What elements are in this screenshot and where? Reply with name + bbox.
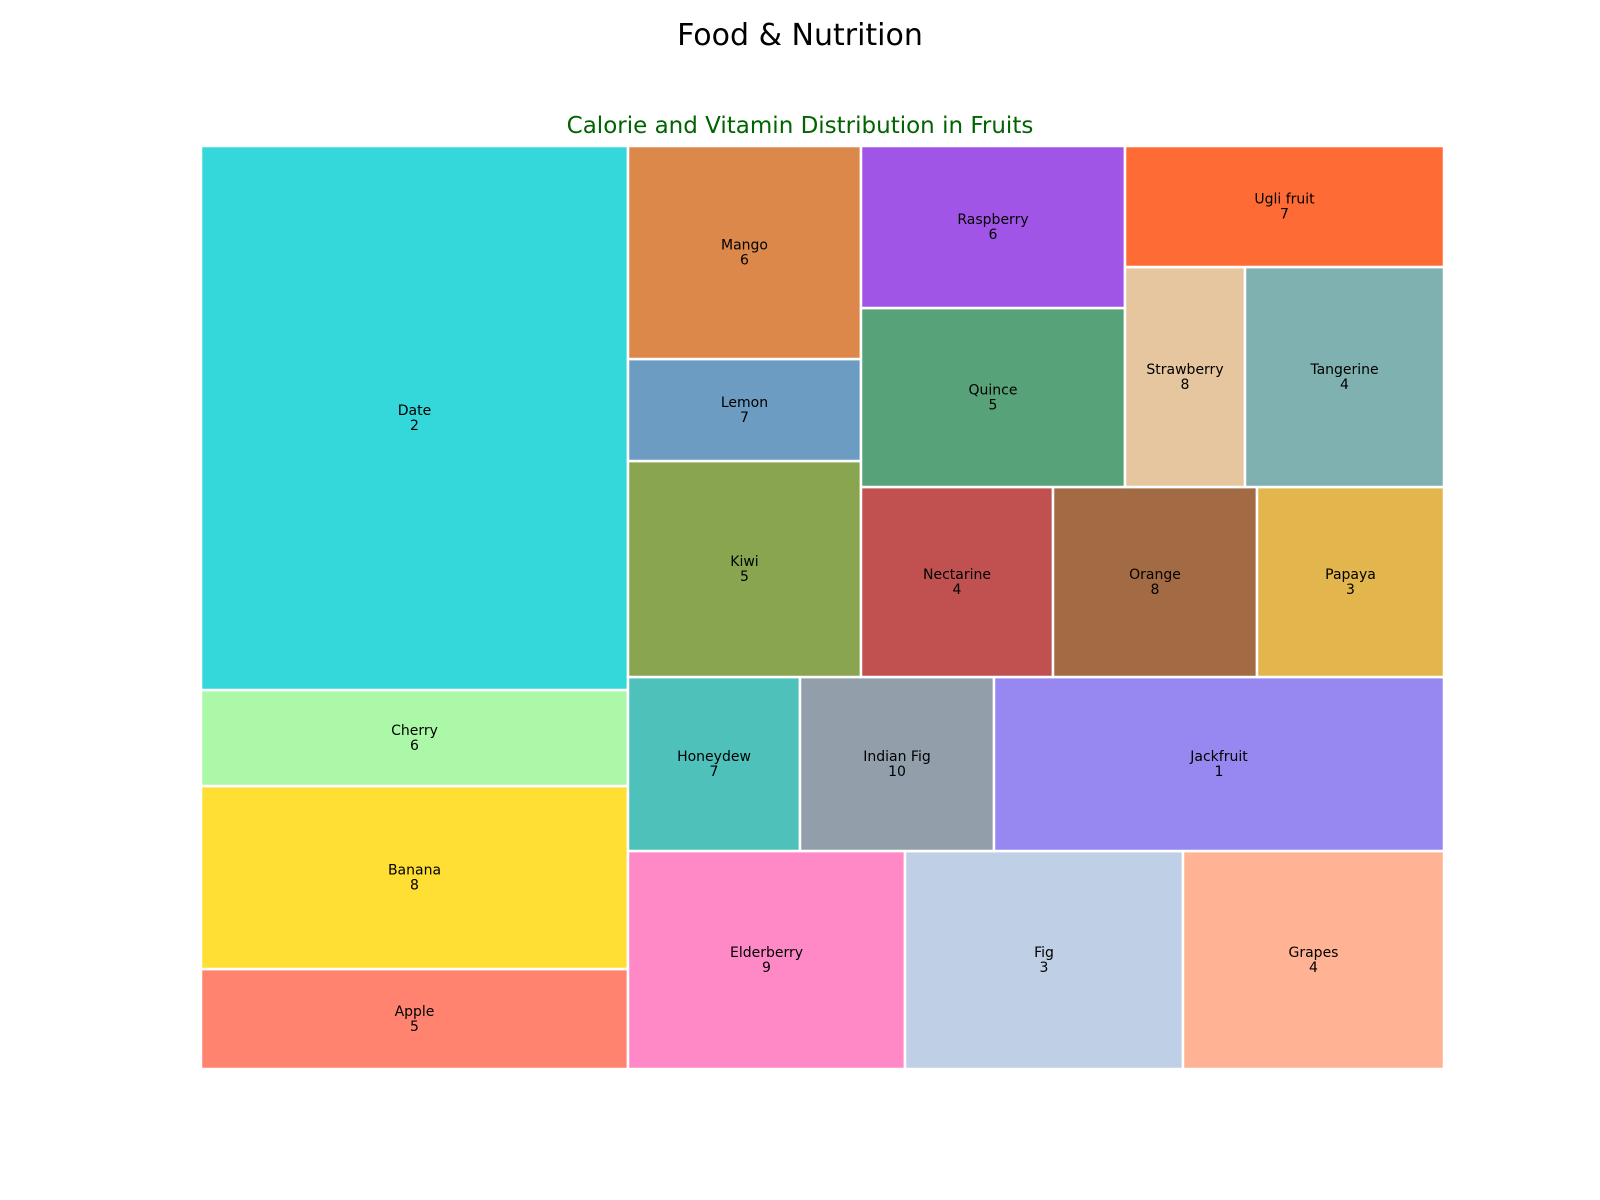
- treemap-rect-kiwi: [626, 459, 863, 679]
- treemap-label-honeydew: Honeydew: [677, 749, 751, 765]
- treemap-label-nectarine: Nectarine: [923, 567, 991, 583]
- treemap-label-fig: Fig: [1034, 945, 1054, 961]
- treemap-value-honeydew: 7: [710, 764, 719, 780]
- treemap-label-jackfruit: Jackfruit: [1189, 749, 1248, 765]
- treemap-value-apple: 5: [410, 1019, 419, 1035]
- treemap-label-indian-fig: Indian Fig: [863, 749, 931, 765]
- treemap-rect-raspberry: [859, 144, 1127, 310]
- treemap-value-tangerine: 4: [1340, 377, 1349, 393]
- treemap-label-date: Date: [398, 403, 431, 419]
- treemap-label-raspberry: Raspberry: [957, 212, 1028, 228]
- treemap-label-ugli-fruit: Ugli fruit: [1254, 192, 1315, 208]
- treemap-value-nectarine: 4: [953, 582, 962, 598]
- treemap-label-orange: Orange: [1129, 567, 1181, 583]
- treemap-label-quince: Quince: [969, 383, 1018, 399]
- treemap-label-tangerine: Tangerine: [1309, 362, 1378, 378]
- treemap-value-orange: 8: [1151, 582, 1160, 598]
- treemap-value-papaya: 3: [1346, 582, 1355, 598]
- treemap-label-apple: Apple: [395, 1004, 435, 1020]
- treemap-rect-elderberry: [626, 849, 907, 1071]
- treemap-label-papaya: Papaya: [1325, 567, 1376, 583]
- treemap-label-elderberry: Elderberry: [730, 945, 803, 961]
- treemap-rect-date: [199, 144, 630, 692]
- treemap-value-quince: 5: [989, 398, 998, 414]
- treemap-rect-grapes: [1181, 849, 1446, 1071]
- treemap-value-indian-fig: 10: [888, 764, 906, 780]
- treemap-label-strawberry: Strawberry: [1146, 362, 1223, 378]
- treemap-label-mango: Mango: [721, 238, 768, 254]
- treemap-label-cherry: Cherry: [391, 723, 438, 739]
- figure-title: Food & Nutrition: [677, 18, 923, 53]
- treemap-value-jackfruit: 1: [1215, 764, 1224, 780]
- treemap-value-cherry: 6: [410, 738, 419, 754]
- treemap-label-kiwi: Kiwi: [730, 554, 758, 570]
- treemap-value-banana: 8: [410, 878, 419, 894]
- treemap-rect-tangerine: [1243, 265, 1446, 489]
- chart-title: Calorie and Vitamin Distribution in Frui…: [566, 113, 1034, 139]
- treemap-value-elderberry: 9: [762, 960, 771, 976]
- treemap-value-strawberry: 8: [1181, 377, 1190, 393]
- treemap-value-date: 2: [410, 418, 419, 434]
- treemap-rect-papaya: [1255, 485, 1446, 679]
- treemap-rect-apple: [199, 967, 630, 1071]
- treemap-value-fig: 3: [1040, 960, 1049, 976]
- treemap-rect-lemon: [626, 357, 863, 463]
- treemap-rect-mango: [626, 144, 863, 361]
- treemap-value-raspberry: 6: [989, 227, 998, 243]
- treemap-rect-jackfruit: [992, 675, 1446, 853]
- treemap-label-banana: Banana: [388, 863, 441, 879]
- treemap-rect-fig: [903, 849, 1185, 1071]
- treemap-rect-ugli-fruit: [1123, 144, 1446, 269]
- treemap-value-kiwi: 5: [740, 569, 749, 585]
- treemap-rect-honeydew: [626, 675, 802, 853]
- treemap-value-mango: 6: [740, 253, 749, 269]
- treemap-value-lemon: 7: [740, 410, 749, 426]
- treemap-value-ugli-fruit: 7: [1280, 207, 1289, 223]
- treemap-rect-quince: [859, 306, 1127, 489]
- treemap-rect-nectarine: [859, 485, 1055, 679]
- treemap-rect-indian-fig: [798, 675, 996, 853]
- treemap-label-lemon: Lemon: [721, 395, 768, 411]
- treemap-label-grapes: Grapes: [1289, 945, 1339, 961]
- treemap-value-grapes: 4: [1309, 960, 1318, 976]
